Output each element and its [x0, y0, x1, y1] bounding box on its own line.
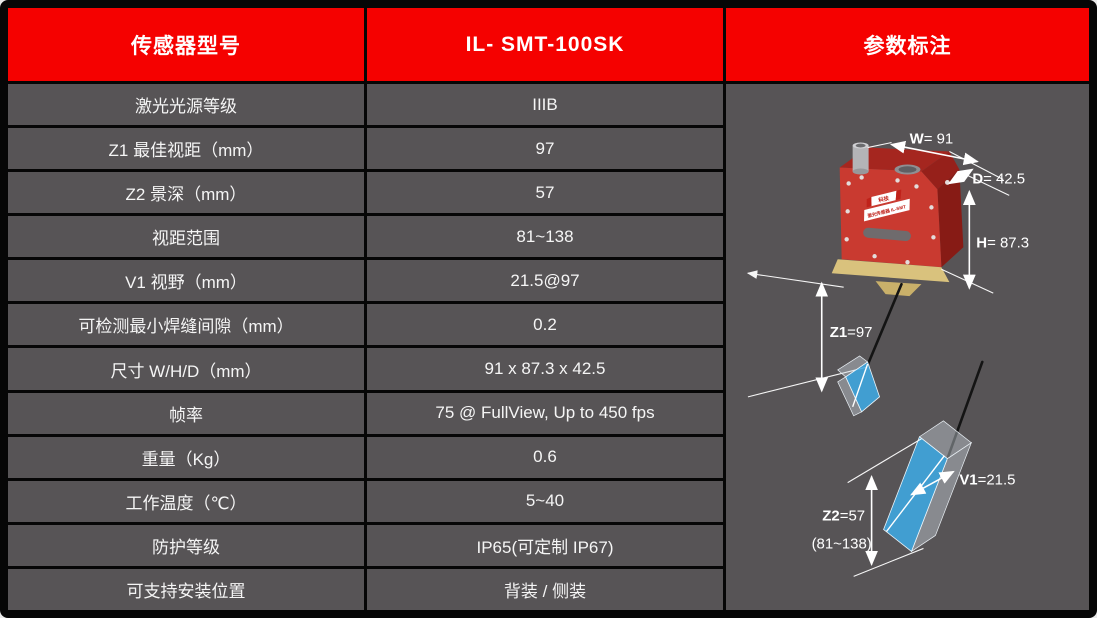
brand-sticker: 科技 激光传感器 IL-SMT [864, 189, 910, 222]
spec-label: 尺寸 W/H/D（mm） [8, 348, 364, 390]
header-cell-diagram: 参数标注 [726, 8, 1089, 81]
dimension-w-label: W= 91 [910, 131, 954, 148]
spec-value: 57 [367, 172, 723, 214]
spec-label: Z2 景深（mm） [8, 172, 364, 214]
diagram-panel: 科技 激光传感器 IL-SMT W= 91 [726, 84, 1089, 610]
spec-value: IIIB [367, 84, 723, 126]
spec-label: 重量（Kg） [8, 436, 364, 478]
sensor-body-illustration: 科技 激光传感器 IL-SMT [831, 142, 964, 297]
screws [844, 175, 950, 265]
sensor-dimension-illustration: 科技 激光传感器 IL-SMT W= 91 [746, 131, 1029, 577]
sensor-window-slot [863, 227, 911, 242]
spec-value: 97 [367, 128, 723, 170]
dimension-d-label: D= 42.5 [972, 170, 1025, 187]
laser-beam-1 [866, 282, 903, 367]
spec-value: 21.5@97 [367, 260, 723, 302]
spec-value: 75 @ FullView, Up to 450 fps [367, 392, 723, 434]
header-cell-product: IL- SMT-100SK [367, 8, 723, 81]
spec-label: 可检测最小焊缝间隙（mm） [8, 304, 364, 346]
spec-label: 工作温度（℃） [8, 480, 364, 522]
spec-value: 0.6 [367, 436, 723, 478]
dimension-v1-label: V1=21.5 [959, 472, 1015, 489]
spec-value: 81~138 [367, 216, 723, 258]
dimension-v1: V1=21.5 [910, 470, 1015, 496]
spec-label: 激光光源等级 [8, 84, 364, 126]
dimension-z2: Z2=57 (81~138) [812, 438, 924, 577]
dimension-w: W= 91 [867, 131, 1004, 180]
sticker-line1: 科技 [877, 194, 890, 205]
connector-cylinder-icon [852, 142, 869, 175]
spec-label: 帧率 [8, 392, 364, 434]
dimension-z1-label: Z1=97 [830, 324, 873, 341]
spec-label: 可支持安装位置 [8, 568, 364, 610]
spec-value: 背装 / 侧装 [367, 568, 723, 610]
top-port-icon [894, 164, 921, 175]
spec-label: Z1 最佳视距（mm） [8, 128, 364, 170]
laser-beam-2 [946, 360, 984, 460]
spec-value: 0.2 [367, 304, 723, 346]
dimension-d: D= 42.5 [948, 168, 1025, 196]
spec-value: 91 x 87.3 x 42.5 [367, 348, 723, 390]
dimension-z2-label: Z2=57 [822, 508, 865, 525]
dimension-h: H= 87.3 [941, 189, 1029, 294]
spec-label: 防护等级 [8, 524, 364, 566]
header-cell-model: 传感器型号 [8, 8, 364, 81]
beam-prism-small [837, 355, 881, 417]
spec-value: IP65(可定制 IP67) [367, 524, 723, 566]
dimension-range-label: (81~138) [812, 535, 872, 552]
dimension-h-label: H= 87.3 [976, 234, 1029, 251]
spec-value: 5~40 [367, 480, 723, 522]
dimension-z1: Z1=97 [746, 270, 873, 398]
spec-label: V1 视野（mm） [8, 260, 364, 302]
spec-table-grid: 传感器型号 IL- SMT-100SK 参数标注 [8, 8, 1089, 610]
spec-label: 视距范围 [8, 216, 364, 258]
